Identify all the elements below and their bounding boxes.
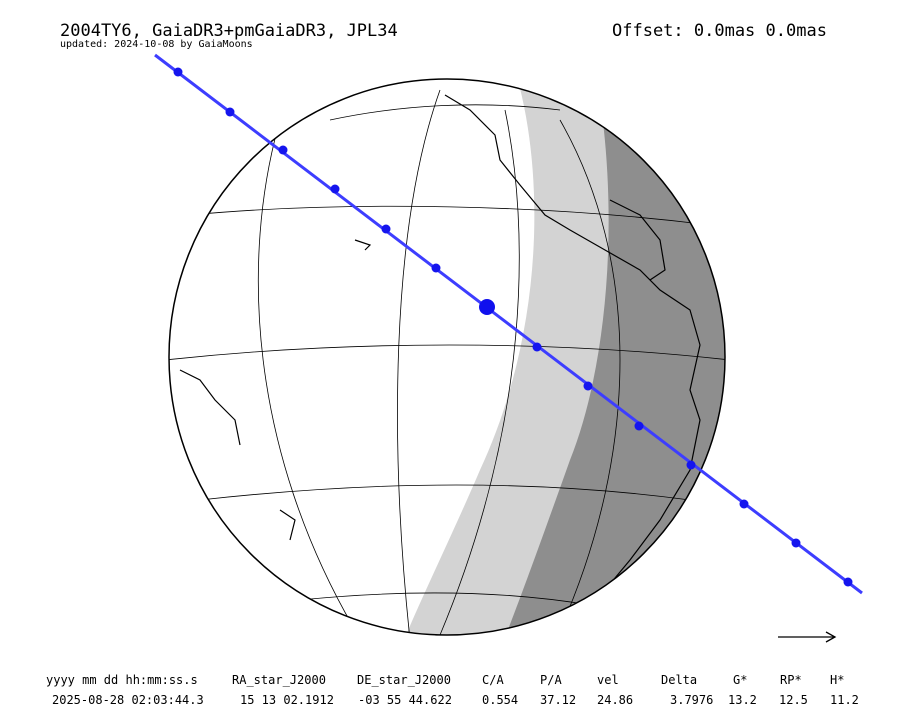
time-marker [686,460,696,470]
table-cell: 24.86 [597,693,633,707]
graticule [169,89,725,635]
table-header: DE_star_J2000 [357,673,451,687]
table-header: G* [733,673,747,687]
table-cell: 37.12 [540,693,576,707]
time-marker [739,499,749,509]
globe-outline [168,78,726,636]
time-marker [634,421,644,431]
offset: Offset: 0.0mas 0.0mas [612,21,827,41]
time-marker [225,107,235,117]
central-instant [479,299,495,315]
table: yyyy mm dd hh:mm:ss.s RA_star_J2000 DE_sta… [46,673,859,707]
table-cell: 15 13 02.1912 [240,693,334,707]
time-markers [173,67,853,587]
subtitle: updated: 2024-10-08 by GaiaMoons [60,39,253,50]
time-marker [843,577,853,587]
table-header: RA_star_J2000 [232,673,326,687]
table-header: Delta [661,673,697,687]
table-header: vel [597,673,619,687]
time-marker [791,538,801,548]
direction-arrow [778,631,837,643]
table-header: RP* [780,673,802,687]
table-cell: 2025-08-28 02:03:44.3 [52,693,204,707]
time-marker [330,184,340,194]
time-marker [278,145,288,155]
time-marker [431,263,441,273]
table-cell: 11.2 [830,693,859,707]
table-header: yyyy mm dd hh:mm:ss.s [46,673,198,687]
table-cell: 0.554 [482,693,518,707]
time-marker [583,381,593,391]
coastlines [179,94,701,591]
table-cell: 12.5 [779,693,808,707]
time-marker [381,224,391,234]
table-header: H* [830,673,844,687]
table-cell: 13.2 [728,693,757,707]
table-header: P/A [540,673,562,687]
title: 2004TY6, GaiaDR3+pmGaiaDR3, JPL34 [60,21,398,41]
time-marker [532,342,542,352]
table-cell: 3.7976 [670,693,713,707]
table-cell: -03 55 44.622 [358,693,452,707]
time-marker [173,67,183,77]
table-header: C/A [482,673,504,687]
